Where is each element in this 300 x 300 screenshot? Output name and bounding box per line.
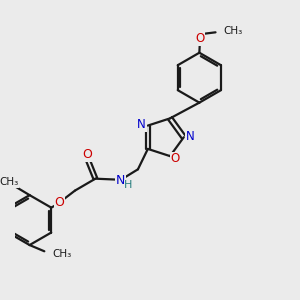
Text: CH₃: CH₃ [0,177,19,188]
Text: CH₃: CH₃ [224,26,243,36]
Text: O: O [54,196,64,209]
Text: N: N [137,118,146,131]
Text: N: N [116,174,125,187]
Text: O: O [195,32,205,45]
Text: O: O [82,148,92,161]
Text: CH₃: CH₃ [52,249,71,259]
Text: H: H [124,180,133,190]
Text: N: N [186,130,194,142]
Text: O: O [170,152,180,166]
